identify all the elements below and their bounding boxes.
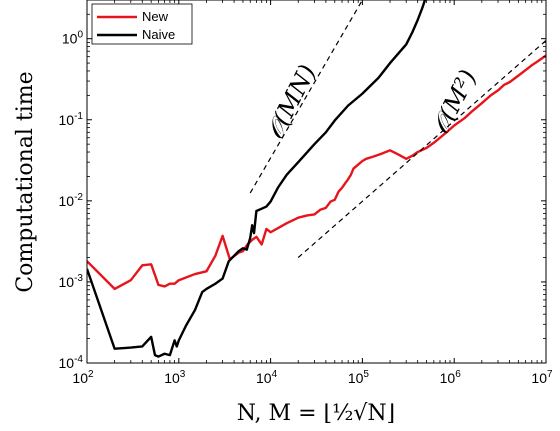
x-axis-label: N, M = ⌊½√N⌋: [237, 401, 396, 426]
x-tick-label: 107: [531, 369, 553, 386]
legend-naive-label: Naive: [142, 27, 175, 42]
x-tick-label: 103: [164, 369, 186, 386]
y-tick-label: 100: [62, 30, 84, 47]
x-tick-label: 104: [256, 369, 278, 386]
series-layer: [87, 0, 546, 358]
series-line-naive: [87, 0, 427, 358]
x-tick-label: 106: [440, 369, 462, 386]
series-line-o-m-2-reference: [297, 40, 546, 258]
complexity-annotation: 𝒪(MN): [261, 60, 322, 143]
complexity-annotation: 𝒪(M²): [426, 65, 482, 138]
x-tick-label: 105: [348, 369, 370, 386]
legend-new-label: New: [142, 9, 169, 24]
y-tick-label: 10-3: [59, 273, 84, 290]
y-axis-label: Computational time: [13, 71, 38, 292]
x-tick-label: 102: [72, 369, 94, 386]
plot-frame: [86, 0, 547, 364]
y-tick-label: 10-1: [59, 111, 84, 128]
y-tick-label: 10-2: [59, 192, 84, 209]
legend: New Naive: [91, 3, 193, 45]
series-line-o-mn-reference: [249, 0, 363, 194]
legend-box: [91, 3, 193, 45]
ticks-layer: 102 103 104 105 106 107 10-4 10-3 10-2 10-1 100: [59, 0, 553, 386]
series-line-new: [87, 54, 546, 291]
annotations-layer: 𝒪(MN) 𝒪(M²): [261, 60, 483, 143]
y-tick-label: 10-4: [59, 354, 84, 371]
